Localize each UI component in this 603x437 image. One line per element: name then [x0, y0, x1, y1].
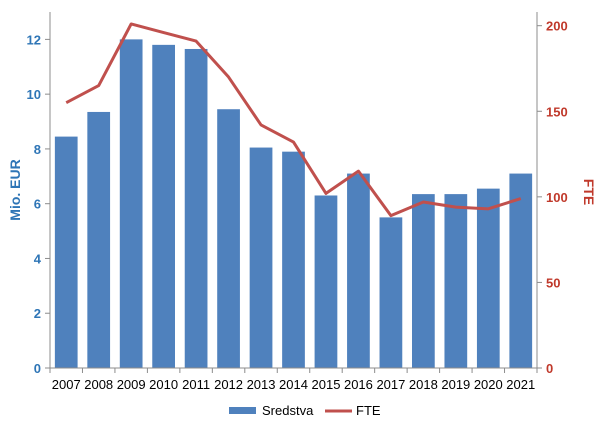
fte-line	[65, 22, 522, 218]
legend-sredstva-swatch	[229, 407, 256, 414]
x-tick-label: 2017	[376, 377, 405, 392]
x-tick-label: 2015	[312, 377, 341, 392]
x-tick-label: 2021	[506, 377, 535, 392]
x-tick-label: 2008	[84, 377, 113, 392]
bar-2020	[476, 188, 500, 368]
bar-2016	[347, 173, 370, 368]
left-tick-label: 6	[34, 197, 41, 212]
right-tick-label: 0	[546, 361, 553, 376]
x-tick-label: 2014	[279, 377, 308, 392]
left-axis-ticks: 0 2 4 6 8 10 12	[27, 32, 50, 376]
left-tick-label: 2	[34, 306, 41, 321]
left-tick-label: 4	[34, 251, 42, 266]
x-tick-label: 2016	[344, 377, 373, 392]
bar-2009	[119, 39, 143, 368]
bar-series	[54, 39, 533, 369]
bar-2007	[54, 136, 78, 368]
x-tick-label: 2007	[52, 377, 81, 392]
right-tick-label: 100	[546, 190, 568, 205]
x-axis-ticks: 2007 2008 2009 2010 2011 2012 2013 2014 2015 2016…	[49, 368, 538, 392]
left-tick-label: 12	[27, 32, 41, 47]
bar-2021	[509, 173, 533, 368]
bar-2010	[152, 44, 175, 369]
bar-2017	[379, 217, 403, 368]
y-axis-label-right: FTE	[581, 179, 597, 205]
right-tick-label: 150	[546, 104, 568, 119]
right-tick-label: 50	[546, 275, 560, 290]
bar-2015	[314, 195, 338, 368]
legend-fte-label: FTE	[356, 403, 381, 418]
bar-2013	[249, 147, 273, 368]
bar-2019	[444, 194, 468, 368]
legend-sredstva-label: Sredstva	[262, 403, 314, 418]
x-tick-label: 2012	[214, 377, 243, 392]
right-tick-label: 200	[546, 19, 568, 34]
left-tick-label: 8	[34, 142, 41, 157]
bar-2011	[184, 48, 208, 368]
right-axis-ticks: 0 50 100 150 200	[537, 19, 568, 376]
axes	[49, 12, 538, 369]
x-tick-label: 2009	[117, 377, 146, 392]
bar-2012	[217, 109, 240, 368]
x-tick-label: 2020	[474, 377, 503, 392]
y-axis-label-left: Mio. EUR	[7, 159, 23, 220]
bar-2008	[87, 111, 111, 368]
legend: Sredstva FTE	[229, 403, 381, 418]
x-tick-label: 2019	[441, 377, 470, 392]
x-tick-label: 2013	[247, 377, 276, 392]
bar-2018	[412, 194, 435, 368]
x-tick-label: 2011	[182, 377, 210, 392]
x-tick-label: 2010	[149, 377, 178, 392]
left-tick-label: 0	[34, 361, 41, 376]
bar-2014	[282, 151, 305, 368]
x-tick-label: 2018	[409, 377, 438, 392]
left-tick-label: 10	[27, 87, 41, 102]
